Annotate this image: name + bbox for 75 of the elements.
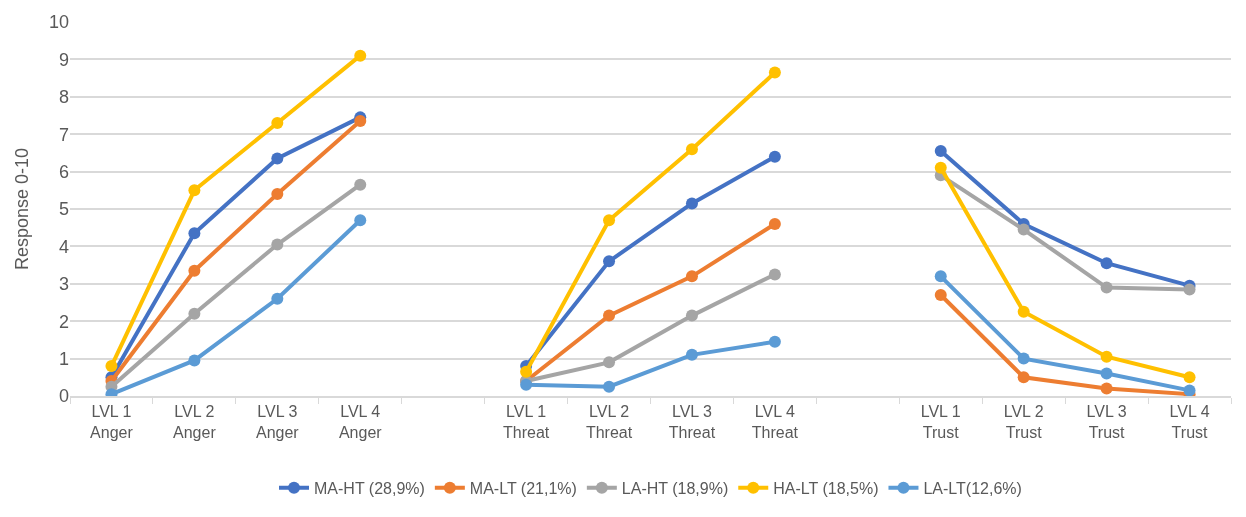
point: [768, 268, 781, 281]
y-tick-label: 1: [58, 348, 69, 369]
point: [520, 365, 533, 378]
point: [768, 335, 781, 348]
point: [768, 217, 781, 230]
point: [1100, 281, 1113, 294]
point: [1017, 352, 1030, 365]
point: [603, 309, 616, 322]
y-tick-label: 10: [48, 12, 69, 33]
x-tick-label: LVL 2 Threat: [585, 402, 633, 441]
point: [685, 143, 698, 156]
point: [603, 356, 616, 369]
x-tick-label: LVL 2 Trust: [1003, 402, 1044, 441]
point: [934, 145, 947, 158]
point: [685, 197, 698, 210]
y-tick-label: 9: [58, 49, 69, 70]
point: [768, 150, 781, 163]
y-tick-label: 8: [58, 87, 69, 108]
x-tick-label: LVL 3 Trust: [1086, 402, 1127, 441]
point: [188, 307, 201, 320]
y-tick-label: 2: [58, 311, 69, 332]
x-tick-label: LVL 3 Threat: [668, 402, 716, 441]
point: [271, 152, 284, 165]
point: [354, 178, 367, 191]
point: [1100, 367, 1113, 380]
point: [271, 292, 284, 305]
point: [1100, 350, 1113, 363]
x-tick-label: LVL 1 Trust: [920, 402, 961, 441]
legend-label: MA-LT (21,1%): [469, 479, 577, 497]
point: [768, 66, 781, 79]
legend-label: MA-HT (28,9%): [314, 479, 425, 497]
y-tick-label: 4: [58, 236, 69, 257]
point: [1017, 371, 1030, 384]
point: [188, 264, 201, 277]
point: [603, 214, 616, 227]
y-axis-title: Response 0-10: [12, 147, 33, 271]
point: [271, 188, 284, 201]
x-tick-label: LVL 4 Anger: [338, 402, 383, 441]
y-tick-label: 6: [58, 161, 69, 182]
point: [934, 289, 947, 302]
point: [354, 214, 367, 227]
y-tick-label: 7: [58, 124, 69, 145]
legend-label: HA-LT (18,5%): [773, 479, 879, 497]
y-tick-label: 3: [58, 274, 69, 295]
point: [188, 184, 201, 197]
point: [1100, 257, 1113, 270]
point: [1100, 382, 1113, 395]
point: [188, 227, 201, 240]
point: [934, 270, 947, 283]
point: [685, 270, 698, 283]
point: [1017, 223, 1030, 236]
legend-label: LA-LT(12,6%): [923, 479, 1022, 497]
x-tick-label: LVL 2 Anger: [173, 402, 217, 441]
y-tick-label: 5: [58, 199, 69, 220]
x-tick-label: LVL 1 Threat: [502, 402, 550, 441]
x-tick-label: LVL 4 Threat: [751, 402, 799, 441]
point: [354, 49, 367, 62]
point: [188, 354, 201, 367]
point: [271, 238, 284, 251]
x-tick-label: LVL 1 Anger: [90, 402, 134, 441]
point: [354, 115, 367, 128]
x-tick-label: LVL 4 Trust: [1169, 402, 1210, 441]
point: [685, 348, 698, 361]
legend-label: LA-HT (18,9%): [621, 479, 729, 497]
point: [934, 161, 947, 174]
point: [603, 380, 616, 393]
point: [603, 255, 616, 268]
point: [271, 116, 284, 129]
point: [685, 309, 698, 322]
point: [1183, 371, 1196, 384]
point: [1183, 283, 1196, 296]
x-tick-label: LVL 3 Anger: [255, 402, 300, 441]
y-tick-label: 0: [58, 386, 69, 407]
point: [1017, 305, 1030, 318]
point: [105, 360, 118, 373]
